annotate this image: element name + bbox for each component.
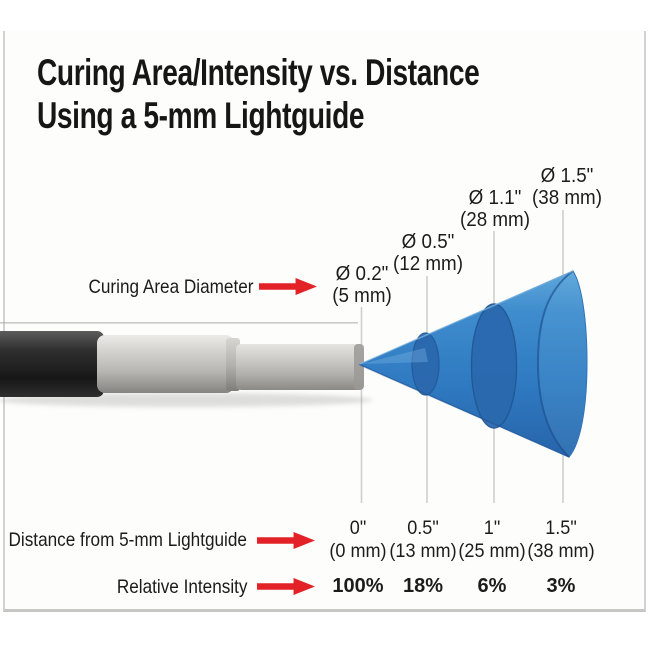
page-title-line2: Using a 5-mm Lightguide [37, 95, 365, 136]
diameter-mm: (38 mm) [531, 186, 602, 209]
distance-mm: (13 mm) [389, 541, 457, 562]
rod-tube-endcap [354, 344, 364, 390]
rod-black-cable [0, 331, 104, 397]
distance-label: Distance from 5-mm Lightguide [8, 529, 247, 551]
diameter-mm: (28 mm) [459, 208, 530, 231]
rod-gray-collar [97, 335, 234, 393]
lightguide-rod [0, 331, 364, 397]
distance-inches: 0.5" [407, 518, 439, 539]
distance-inches: 1.5" [545, 518, 577, 539]
cone-endcap-crease [536, 270, 574, 458]
diameter-label-15in: Ø 1.5" (38 mm) [511, 165, 624, 209]
cone-section-ellipse-05in [411, 332, 440, 396]
cone-tip-glow [361, 348, 428, 364]
light-cone [358, 270, 588, 458]
diameter-inches: Ø 1.1" [468, 187, 522, 209]
distance-inches: 0" [349, 518, 367, 539]
intensity-value: 6% [477, 575, 507, 597]
diameter-inches: Ø 1.5" [540, 165, 594, 187]
curing-area-diameter-label: Curing Area Diameter [88, 276, 253, 298]
diameter-mm: (5 mm) [332, 284, 392, 307]
diameter-inches: Ø 0.2" [335, 263, 389, 285]
cone-bottom-shade [359, 364, 570, 458]
diameter-label-0in: Ø 0.2" (5 mm) [306, 263, 419, 307]
intensity-value: 100% [332, 575, 384, 597]
cone-endcap [538, 271, 587, 457]
diameter-label-1in: Ø 1.1" (28 mm) [439, 187, 552, 231]
rod-gray-tube [236, 344, 364, 390]
diameter-mm: (12 mm) [392, 252, 463, 275]
relative-intensity-label: Relative Intensity [116, 576, 247, 598]
distance-mm: (25 mm) [458, 541, 526, 562]
page-title-line1: Curing Area/Intensity vs. Distance [37, 52, 480, 93]
diameter-inches: Ø 0.5" [401, 231, 455, 253]
intensity-value: 3% [546, 575, 576, 597]
photo-edge-line [0, 322, 358, 324]
cone-section-ellipse-1in [470, 303, 518, 429]
intensity-value: 18% [402, 575, 444, 597]
distance-inches: 1" [483, 518, 501, 539]
distance-mm: (0 mm) [329, 541, 387, 562]
diameter-label-05in: Ø 0.5" (12 mm) [372, 231, 485, 275]
distance-mm: (38 mm) [527, 541, 595, 562]
cone-top-highlight [359, 270, 574, 365]
